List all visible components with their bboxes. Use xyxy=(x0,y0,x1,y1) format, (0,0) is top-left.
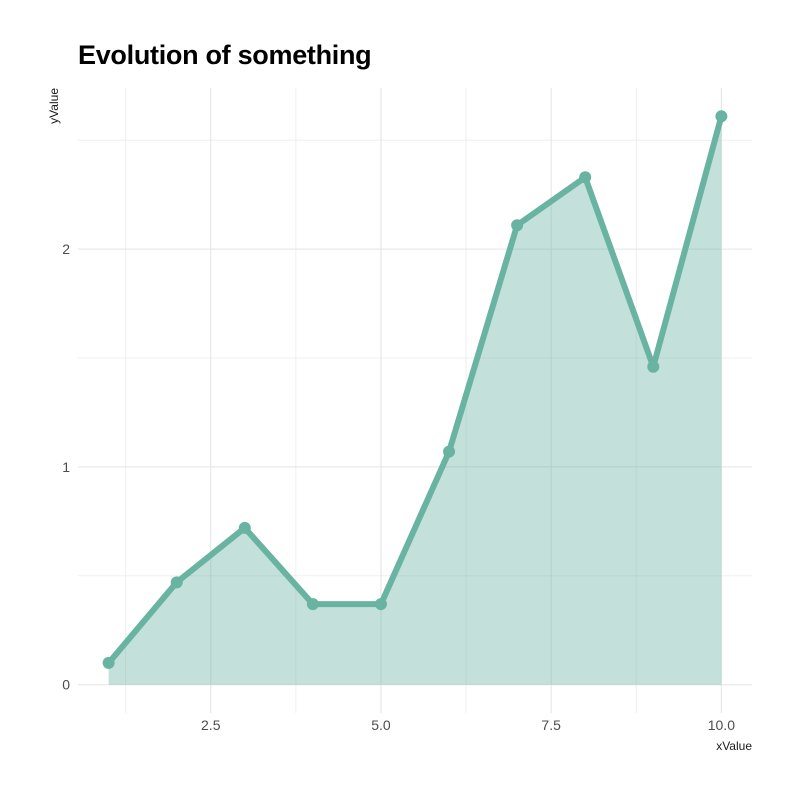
y-axis-label: yValue xyxy=(47,88,61,124)
major-gridlines xyxy=(78,88,752,713)
y-tick-label: 2 xyxy=(62,241,70,257)
data-point xyxy=(374,598,387,611)
chart-title: Evolution of something xyxy=(78,40,372,70)
data-point xyxy=(238,521,251,534)
x-tick-label: 10.0 xyxy=(708,717,735,733)
x-tick-label: 2.5 xyxy=(201,717,221,733)
x-axis-ticks: 2.5 5.0 7.5 10.0 xyxy=(201,717,735,733)
x-axis-label: xValue xyxy=(716,739,752,753)
x-tick-label: 7.5 xyxy=(541,717,561,733)
data-point xyxy=(443,445,456,458)
y-tick-label: 0 xyxy=(62,677,70,693)
x-tick-label: 5.0 xyxy=(371,717,391,733)
data-points xyxy=(102,110,728,669)
y-axis-ticks: 0 1 2 xyxy=(62,241,70,693)
y-tick-label: 1 xyxy=(62,459,70,475)
area-fill xyxy=(108,116,722,685)
data-point xyxy=(306,598,319,611)
data-line xyxy=(106,115,725,665)
data-point xyxy=(647,360,660,373)
data-point xyxy=(511,219,524,232)
data-point xyxy=(715,110,728,123)
minor-gridlines xyxy=(78,88,752,713)
data-point xyxy=(102,656,115,669)
data-point xyxy=(170,576,183,589)
data-point xyxy=(579,171,592,184)
